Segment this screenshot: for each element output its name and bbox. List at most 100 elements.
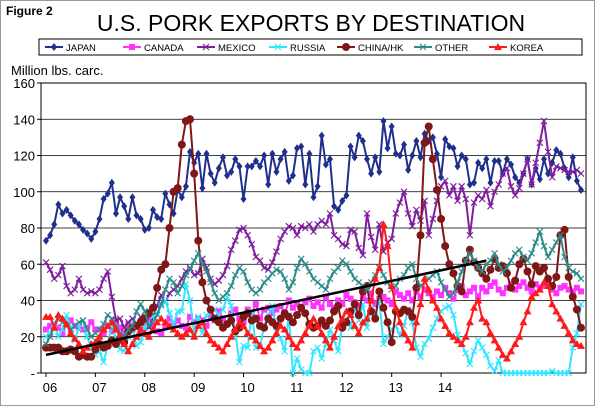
- data-point-canada: [261, 306, 268, 313]
- data-point-japan: [417, 153, 424, 162]
- data-point-china-hk: [486, 265, 495, 274]
- data-point-other: [437, 278, 445, 286]
- data-point-korea: [293, 343, 302, 351]
- data-point-china-hk: [457, 287, 466, 296]
- data-point-mexico: [470, 199, 478, 207]
- data-point-korea: [428, 296, 437, 304]
- data-point-other: [347, 268, 354, 275]
- data-point-other: [153, 311, 161, 319]
- data-point-canada: [483, 288, 490, 295]
- data-point-japan: [326, 155, 333, 164]
- data-point-canada: [108, 328, 115, 335]
- data-point-korea: [490, 336, 499, 344]
- data-point-korea: [330, 332, 339, 340]
- data-point-mexico: [528, 181, 536, 188]
- data-point-japan: [63, 205, 70, 214]
- data-point-japan: [71, 216, 78, 225]
- data-point-china-hk: [449, 269, 458, 278]
- x-tick-label: 14: [438, 380, 452, 395]
- data-point-korea: [321, 336, 330, 344]
- data-point-canada: [158, 330, 165, 337]
- data-point-canada: [47, 322, 54, 329]
- data-point-japan: [331, 202, 338, 211]
- data-point-canada: [405, 290, 412, 297]
- data-point-japan: [244, 162, 251, 171]
- data-point-mexico: [268, 259, 276, 266]
- data-point-other: [244, 278, 252, 286]
- data-point-other: [552, 239, 560, 246]
- data-point-japan: [248, 162, 255, 171]
- data-point-korea: [325, 343, 334, 351]
- data-point-korea: [408, 343, 417, 351]
- data-point-japan: [211, 178, 218, 187]
- data-point-other: [441, 286, 449, 294]
- data-point-korea: [577, 341, 585, 349]
- data-point-mexico: [458, 182, 466, 190]
- data-point-korea: [502, 354, 511, 362]
- data-point-japan: [565, 173, 572, 182]
- data-point-mexico: [449, 182, 457, 190]
- data-point-russia: [203, 311, 210, 319]
- data-point-korea: [218, 347, 227, 355]
- data-point-mexico: [503, 164, 511, 172]
- data-point-japan: [540, 155, 547, 164]
- data-point-korea: [449, 332, 458, 340]
- data-point-japan: [289, 171, 296, 180]
- y-tick-label: 20: [21, 330, 35, 345]
- data-point-mexico: [515, 184, 523, 192]
- x-tick-label: 10: [240, 380, 254, 395]
- data-point-korea: [288, 340, 297, 347]
- data-point-korea: [478, 314, 487, 322]
- data-point-other: [182, 271, 190, 279]
- data-point-russia: [470, 347, 478, 355]
- data-point-korea: [280, 325, 289, 333]
- data-point-korea: [54, 311, 63, 318]
- data-point-canada: [289, 304, 296, 311]
- data-point-china-hk: [478, 269, 487, 278]
- data-point-china-hk: [276, 314, 285, 323]
- data-point-other: [573, 269, 581, 277]
- data-point-korea: [70, 334, 79, 342]
- data-point-other: [231, 271, 239, 279]
- data-point-korea: [251, 336, 260, 344]
- data-point-mexico: [548, 173, 556, 181]
- data-point-japan: [314, 182, 321, 191]
- data-point-canada: [421, 286, 428, 293]
- data-point-china-hk: [317, 316, 326, 325]
- x-tick-label: 13: [388, 380, 402, 395]
- data-point-japan: [285, 176, 292, 185]
- data-point-mexico: [487, 202, 494, 210]
- data-point-mexico: [190, 271, 198, 279]
- data-point-china-hk: [577, 323, 585, 332]
- data-point-korea: [223, 340, 232, 347]
- data-point-korea: [111, 325, 120, 333]
- data-point-japan: [150, 205, 156, 214]
- data-point-russia: [166, 309, 173, 317]
- data-point-other: [524, 257, 531, 265]
- data-point-russia: [474, 336, 482, 344]
- data-point-mexico: [367, 233, 375, 241]
- data-point-china-hk: [539, 263, 548, 272]
- data-point-mexico: [396, 199, 404, 207]
- data-point-russia: [318, 355, 326, 362]
- data-point-japan: [59, 209, 66, 218]
- data-point-japan: [351, 153, 358, 162]
- data-point-japan: [121, 202, 128, 211]
- data-point-china-hk: [350, 300, 359, 309]
- data-point-canada: [376, 295, 383, 302]
- data-point-canada: [516, 283, 523, 289]
- data-point-other: [161, 286, 169, 294]
- data-point-japan: [298, 142, 305, 151]
- data-point-korea: [202, 329, 211, 337]
- data-point-canada: [343, 292, 350, 299]
- data-point-mexico: [194, 269, 202, 277]
- data-point-canada: [462, 292, 469, 299]
- data-point-canada: [392, 288, 399, 295]
- data-point-korea: [437, 314, 446, 322]
- data-point-mexico: [371, 246, 379, 254]
- data-point-china-hk: [214, 318, 223, 327]
- data-point-other: [75, 318, 83, 326]
- data-point-canada: [285, 297, 292, 304]
- data-point-canada: [339, 301, 346, 308]
- data-point-mexico: [462, 195, 470, 203]
